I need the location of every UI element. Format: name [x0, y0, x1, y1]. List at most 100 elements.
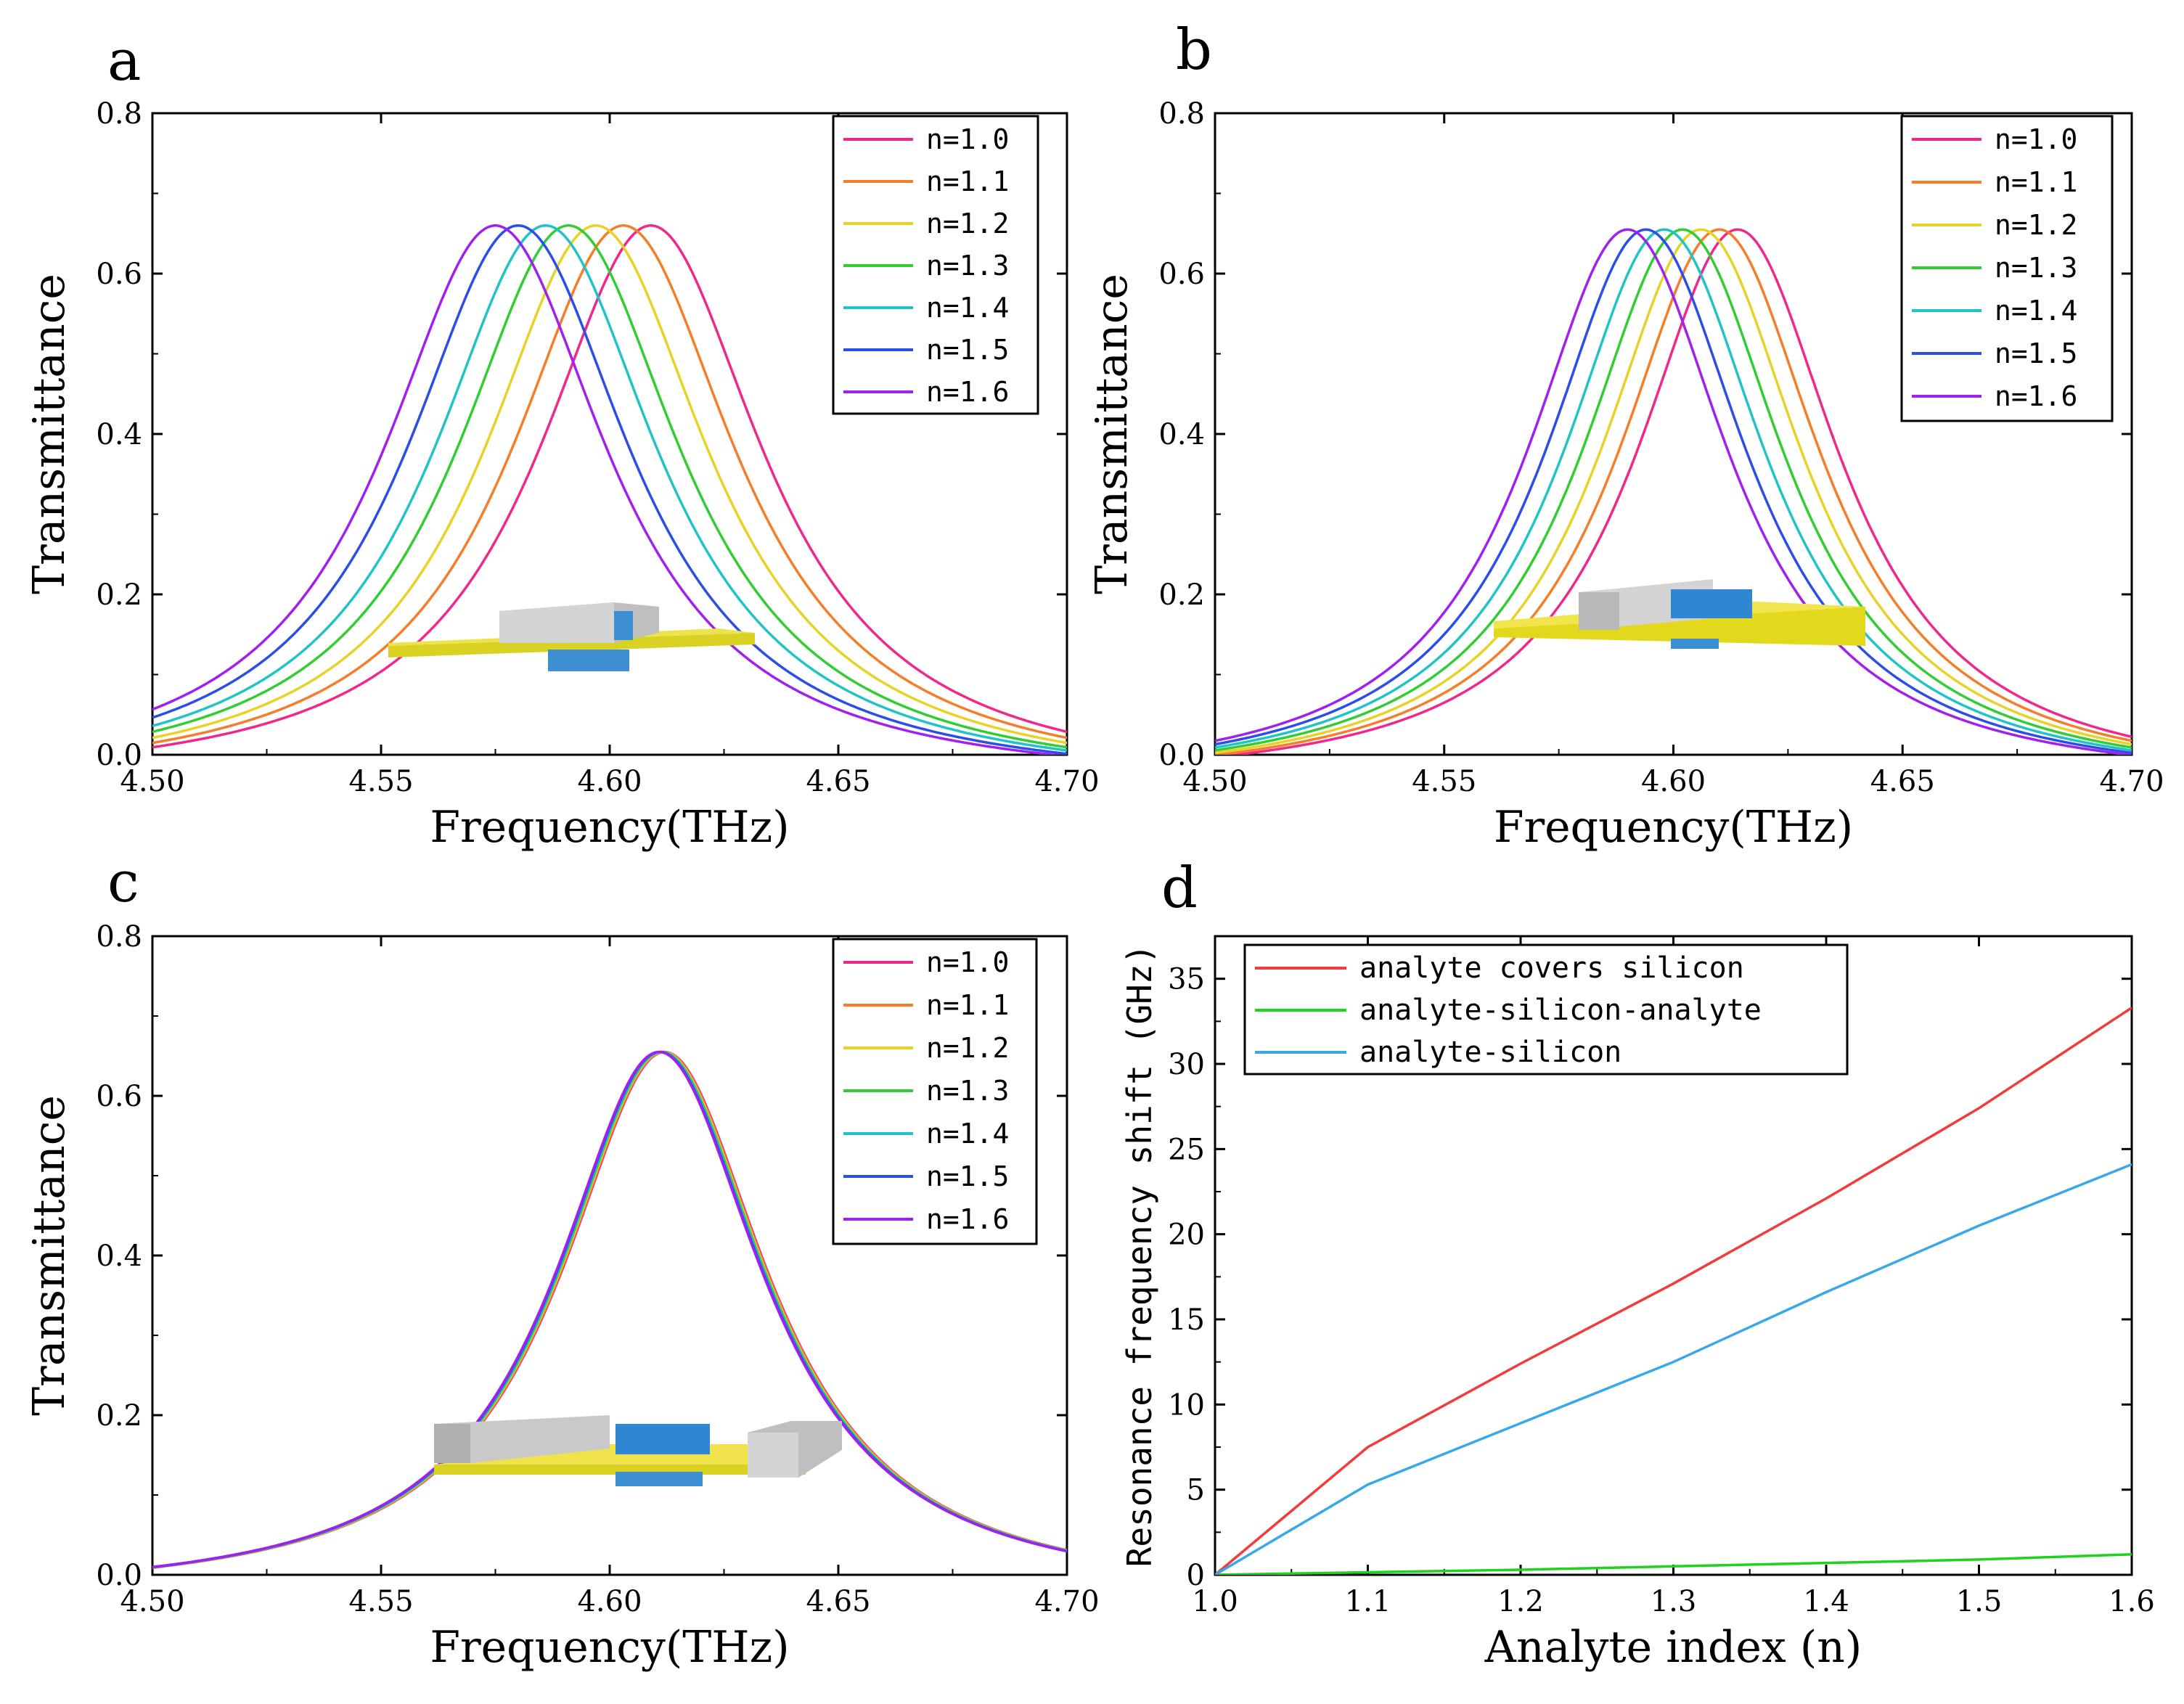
x-axis-title: Frequency(THz): [1494, 802, 1853, 853]
x-tick-label: 4.55: [1412, 765, 1476, 798]
x-tick-label: 1.0: [1192, 1585, 1238, 1618]
x-tick-label: 4.50: [1182, 765, 1247, 798]
y-tick-label: 0.0: [96, 1559, 142, 1592]
panel-label-d: d: [1161, 856, 1198, 921]
x-tick-label: 4.65: [1870, 765, 1935, 798]
series-group: [1215, 1007, 2132, 1575]
y-tick-label: 0: [1187, 1559, 1205, 1592]
legend-label: n=1.1: [926, 989, 1009, 1021]
y-axis-title: Resonance frequency shift (GHz): [1120, 944, 1159, 1568]
x-tick-label: 4.55: [348, 765, 413, 798]
panel-label-a: a: [107, 28, 142, 94]
y-tick-label: 30: [1168, 1048, 1205, 1081]
panel-d: d 1.0 1.1 1.2 1.3 1.4 1.5 1.6 0 5 10 15 20 25 30 35 Ana…: [1120, 856, 2155, 1673]
x-tick-label: 4.65: [806, 765, 870, 798]
legend-label: n=1.4: [1995, 295, 2077, 327]
series-line-n-1-6: [1215, 228, 2132, 755]
legend-label: n=1.6: [926, 376, 1009, 408]
y-tick-label: 0.4: [1158, 418, 1205, 451]
y-tick-label: 0.2: [1158, 578, 1205, 612]
axes-d: 1.0 1.1 1.2 1.3 1.4 1.5 1.6 0 5 10 15 20 25 30 35 Analy…: [1120, 935, 2155, 1673]
series-line-n-1-2: [152, 224, 1067, 745]
panel-b: b 4.50 4.55 4.60 4.65 4.70 0.0 0.2 0.4 0.6 0.8 Fre…: [1087, 17, 2164, 853]
y-axis-title: Transmittance: [1087, 274, 1137, 594]
x-tick-label: 4.70: [1034, 1585, 1099, 1618]
y-tick-label: 25: [1168, 1133, 1205, 1166]
legend-label: n=1.2: [1995, 209, 2077, 241]
x-tick-label: 4.50: [120, 765, 184, 798]
legend-label: n=1.6: [926, 1203, 1009, 1235]
series-group: [152, 224, 1067, 755]
x-tick-label: 1.5: [1956, 1585, 2003, 1618]
x-tick-label: 4.60: [577, 765, 642, 798]
panel-a: a 4.50 4.55 4.60 4.65 4.70 0.0 0.2 0.4 0.6 0.8 Fre…: [24, 28, 1100, 853]
legend-label: n=1.2: [926, 1032, 1009, 1064]
legend-label: n=1.3: [926, 250, 1009, 282]
y-tick-label: 0.8: [96, 920, 142, 954]
panel-label-b: b: [1176, 17, 1212, 83]
series-line-analyte-silicon: [1215, 1163, 2132, 1575]
y-axis-title: Transmittance: [24, 1095, 75, 1416]
series-line-analyte-covers-silicon: [1215, 1007, 2132, 1575]
panel-c: c 4.50 4.55 4.60 4.65 4.70 0.0 0.2 0.4 0.6 0.8 Fre…: [24, 850, 1100, 1673]
y-tick-label: 35: [1168, 963, 1205, 996]
legend: n=1.0 n=1.1 n=1.2 n=1.3 n=1.4 n=1.5 n=1.6: [1900, 115, 2114, 422]
series-line-n-1-6: [152, 224, 1066, 755]
y-tick-label: 0.4: [96, 418, 142, 451]
series-line-n-1-6: [152, 1050, 1067, 1569]
legend-label: n=1.0: [1995, 123, 2077, 155]
x-axis-title: Frequency(THz): [430, 1622, 789, 1673]
series-group: [152, 1050, 1067, 1569]
legend-label: n=1.2: [926, 208, 1009, 239]
x-tick-label: 4.70: [2099, 765, 2164, 798]
x-tick-label: 1.1: [1345, 1585, 1391, 1618]
legend-label: analyte covers silicon: [1359, 951, 1744, 985]
y-tick-label: 0.2: [96, 578, 142, 612]
y-tick-label: 0.6: [1158, 258, 1205, 291]
y-tick-label: 0.8: [1158, 97, 1205, 131]
x-axis-title: Analyte index (n): [1484, 1622, 1862, 1673]
x-tick-label: 1.4: [1803, 1585, 1849, 1618]
y-tick-label: 0.6: [96, 258, 142, 291]
series-line-n-1-5: [1215, 228, 2132, 755]
legend-label: n=1.5: [1995, 337, 2077, 369]
axes-b: 4.50 4.55 4.60 4.65 4.70 0.0 0.2 0.4 0.6 0.8 Frequ…: [1087, 97, 2164, 853]
y-tick-label: 0.4: [96, 1240, 142, 1273]
x-tick-label: 4.60: [577, 1585, 642, 1618]
legend: analyte covers silicon analyte-silicon-an…: [1243, 943, 1849, 1076]
y-tick-label: 15: [1168, 1303, 1205, 1337]
device-inset-b: [1494, 579, 1865, 649]
y-tick-label: 0.8: [96, 97, 142, 131]
legend: n=1.0 n=1.1 n=1.2 n=1.3 n=1.4 n=1.5 n=1.6: [832, 115, 1039, 415]
panel-label-c: c: [107, 850, 139, 915]
legend: n=1.0 n=1.1 n=1.2 n=1.3 n=1.4 n=1.5 n=1.6: [832, 938, 1038, 1245]
x-tick-label: 4.55: [348, 1585, 413, 1618]
device-inset-a: [388, 602, 755, 671]
legend-label: analyte-silicon: [1359, 1036, 1621, 1069]
device-inset-c: [434, 1415, 842, 1486]
y-tick-label: 0.6: [96, 1080, 142, 1113]
x-tick-label: 4.60: [1641, 765, 1706, 798]
x-tick-label: 1.2: [1497, 1585, 1544, 1618]
y-tick-label: 0.0: [96, 739, 142, 772]
series-line-n-1-0: [1225, 228, 2132, 755]
axes-a: 4.50 4.55 4.60 4.65 4.70 0.0 0.2 0.4 0.6 0.8 Frequ…: [24, 97, 1100, 853]
legend-label: n=1.1: [1995, 166, 2077, 198]
y-tick-label: 0.2: [96, 1399, 142, 1433]
x-axis-title: Frequency(THz): [430, 802, 789, 853]
y-axis-title: Transmittance: [24, 274, 75, 594]
series-line-n-1-3: [152, 224, 1067, 749]
y-tick-label: 20: [1168, 1218, 1205, 1252]
series-line-n-1-5: [152, 224, 1067, 755]
legend-label: n=1.6: [1995, 380, 2077, 412]
x-tick-label: 1.6: [2109, 1585, 2155, 1618]
series-line-n-1-4: [152, 224, 1067, 752]
legend-label: n=1.3: [926, 1075, 1009, 1107]
x-tick-label: 1.3: [1651, 1585, 1697, 1618]
legend-label: n=1.0: [926, 946, 1009, 978]
y-tick-label: 5: [1187, 1474, 1205, 1507]
series-line-analyte-silicon-analyte: [1215, 1553, 2132, 1575]
legend-label: analyte-silicon-analyte: [1359, 994, 1762, 1027]
legend-label: n=1.4: [926, 292, 1009, 324]
